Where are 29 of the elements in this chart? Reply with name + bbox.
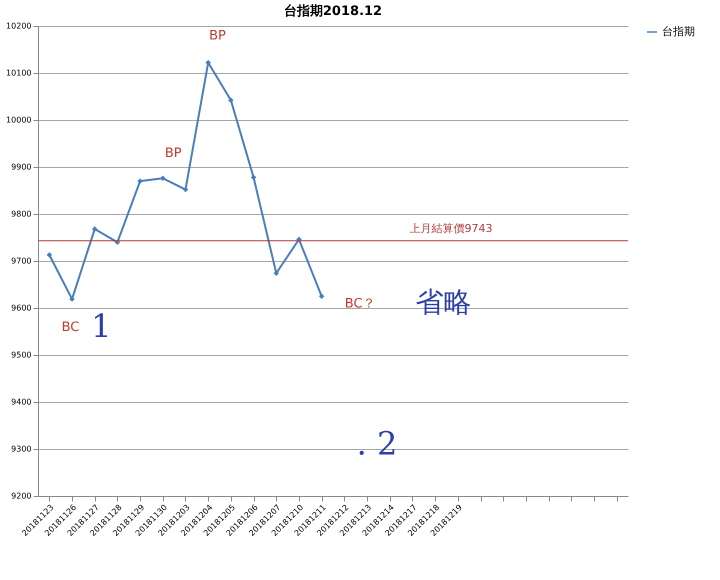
y-tick-label: 9500 xyxy=(11,350,32,360)
annotation: . 2 xyxy=(356,424,398,462)
point xyxy=(46,252,52,258)
point xyxy=(182,186,188,192)
point xyxy=(228,98,234,103)
annotation: BP xyxy=(164,146,182,161)
chart-title: 台指期2018.12 xyxy=(284,3,382,19)
y-tick-label: 9600 xyxy=(11,304,32,312)
annotation: 1 xyxy=(91,306,112,345)
y-tick-label: 9900 xyxy=(11,162,32,172)
y-tick-label: 9200 xyxy=(11,492,32,500)
annotation: BC xyxy=(62,320,80,335)
point xyxy=(92,226,98,232)
y-tick-label: 9700 xyxy=(11,256,32,266)
y-tick-label: 9400 xyxy=(11,398,32,406)
ref-line-label: 上月結算價9743 xyxy=(410,222,492,235)
y-tick-label: 10100 xyxy=(6,68,32,78)
annotation: BC？ xyxy=(344,296,376,312)
annotation: BP xyxy=(209,28,226,44)
point xyxy=(318,294,324,299)
y-tick-label: 10200 xyxy=(6,22,32,30)
y-tick-label: 9800 xyxy=(11,210,32,218)
point xyxy=(137,178,143,184)
annotation: 省略 xyxy=(416,285,472,318)
y-tick-label: 9300 xyxy=(11,444,32,454)
point xyxy=(250,174,256,180)
point xyxy=(160,176,166,182)
legend-label: 台指期 xyxy=(662,25,695,38)
y-tick-label: 10000 xyxy=(6,116,32,124)
